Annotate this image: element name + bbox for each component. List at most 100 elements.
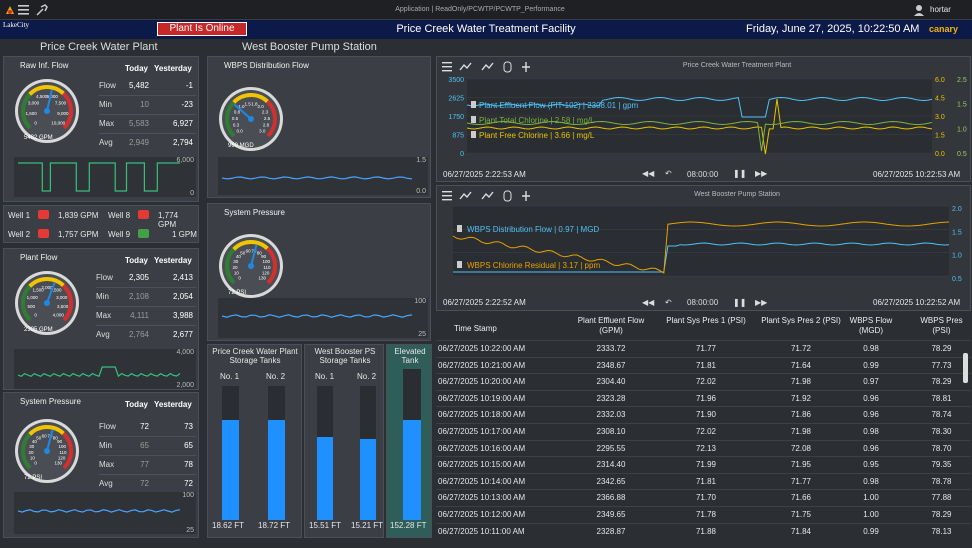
rewind-icon[interactable]: ◀◀	[642, 169, 655, 178]
trend-toolbar[interactable]	[442, 61, 542, 73]
table-row[interactable]: 06/27/2025 10:18:00 AM 2332.03 71.90 71.86 0…	[436, 406, 971, 423]
trend-chart-plant[interactable]: 3500 2625 1750 875 0 6.0 4.5 3.0 1.5 0.0 2.5 1.5 1.0…	[437, 75, 972, 165]
table-cell: 71.90	[695, 410, 717, 420]
table-row[interactable]: 06/27/2025 10:17:00 AM 2308.10 72.02 71.98 0…	[436, 423, 971, 440]
row-label-min: Min	[99, 441, 112, 450]
gauge-tick-label: 3.0	[259, 128, 266, 133]
table-cell: 1.00	[863, 493, 879, 503]
undo-icon[interactable]: ↶	[665, 298, 672, 307]
gauge-tick-label: 40	[32, 439, 38, 444]
sparkline-chart[interactable]: 4,000 2,000	[14, 349, 196, 389]
stat-yesterday: 2,677	[172, 330, 193, 339]
sparkline-chart[interactable]: 100 25	[218, 298, 428, 338]
table-header-cell[interactable]: Time Stamp	[454, 324, 497, 333]
gauge-value: 969 MGD	[228, 143, 254, 149]
menu-icon	[442, 62, 452, 72]
pause-icon[interactable]: ❚❚	[733, 298, 747, 307]
row-divider	[99, 95, 196, 96]
trend-toolbar[interactable]	[442, 190, 542, 202]
sparkline-chart[interactable]: 1.5 0.0	[218, 157, 428, 195]
table-row[interactable]: 06/27/2025 10:16:00 AM 2295.55 72.13 72.08 0…	[436, 439, 971, 457]
row-label-avg: Avg	[99, 138, 113, 147]
facility-title: Price Creek Water Treatment Facility	[396, 23, 576, 35]
table-row[interactable]: 06/27/2025 10:19:00 AM 2323.28 71.96 71.92 0…	[436, 389, 971, 407]
gauge-tick-label: 3,000	[56, 295, 68, 300]
table-cell: 71.99	[695, 460, 717, 470]
table-row[interactable]: 06/27/2025 10:14:00 AM 2342.65 71.81 71.77 0…	[436, 472, 971, 490]
table-row[interactable]: 06/27/2025 10:22:00 AM 2333.72 71.77 71.72 0…	[436, 340, 971, 357]
sparkline-chart[interactable]: 100 25	[14, 492, 196, 534]
gauge-tick-label: 1.8	[251, 101, 258, 106]
trend-duration[interactable]: 08:00:00	[687, 298, 719, 307]
well-label: Well 2	[8, 230, 31, 239]
table-cell: 2308.10	[596, 427, 626, 436]
gauge-tick-label: 0	[238, 275, 241, 280]
gauge-tick-label: 3,500	[57, 304, 69, 309]
plant-title: Plant Flow	[20, 253, 58, 262]
wbps-panel: WBPS Distribution FlowTodayYesterdayFlow…	[207, 56, 617, 198]
plant-panel: Plant Flow Today Yesterday Flow 2,305 2,413 Mi…	[3, 248, 199, 390]
table-row[interactable]: 06/27/2025 10:13:00 AM 2366.88 71.70 71.66 1…	[436, 489, 971, 506]
table-header-cell[interactable]: Plant Sys Pres 1 (PSI)	[666, 316, 746, 325]
gauge-needle	[233, 103, 252, 120]
gauge-tick-label: 120	[58, 456, 66, 461]
table-cell: 79.35	[931, 460, 952, 470]
app-logo-icon	[6, 6, 14, 14]
table-row[interactable]: 06/27/2025 10:21:00 AM 2348.67 71.81 71.64 0…	[436, 356, 971, 374]
axis-tick-right: 1.5	[935, 133, 945, 140]
trend-chart-wbps[interactable]: 2.0 1.5 1.0 0.5 WBPS Distribution Flow | 0.9…	[437, 204, 972, 294]
tank-name: No. 1	[315, 372, 335, 381]
well-label: Well 1	[8, 211, 31, 220]
table-row[interactable]: 06/27/2025 10:12:00 AM 2349.65 71.78 71.75 1…	[436, 506, 971, 523]
table-cell: 71.86	[790, 410, 812, 420]
stat-yesterday: 3,988	[172, 311, 193, 320]
gauge-tick-label: 100	[59, 444, 67, 449]
data-table: Time Stamp Plant Effluent Flow (GPM) Plant…	[436, 313, 971, 548]
well-value: 1,839 GPM	[58, 211, 99, 220]
table-header-cell[interactable]: Plant Sys Pres 2 (PSI)	[761, 316, 841, 325]
table-row[interactable]: 06/27/2025 10:20:00 AM 2304.40 72.02 71.98 0…	[436, 373, 971, 390]
pause-icon[interactable]: ❚❚	[733, 169, 747, 178]
rewind-icon[interactable]: ◀◀	[642, 298, 655, 307]
col-today: Today	[125, 400, 148, 409]
table-cell: 06/27/2025 10:16:00 AM	[438, 443, 526, 453]
username[interactable]: hortar	[930, 5, 951, 14]
trend-duration[interactable]: 08:00:00	[687, 170, 719, 179]
axis-tick-right: 3.0	[935, 114, 945, 121]
table-cell: 78.13	[931, 526, 952, 536]
menu-icon[interactable]	[18, 5, 30, 15]
forward-icon[interactable]: ▶▶	[755, 169, 768, 178]
table-header-cell[interactable]: WBPS Pres (PSI)	[920, 316, 963, 335]
sparkline-chart[interactable]: 6,000 0	[14, 157, 196, 197]
table-header-cell[interactable]: WBPS Flow (MGD)	[849, 316, 893, 335]
table-cell: 2349.65	[596, 510, 626, 519]
table-cell: 77.73	[931, 360, 952, 370]
row-label-min: Min	[96, 292, 109, 301]
gauge-tick-label: 7,500	[55, 100, 67, 105]
tank-name: No. 2	[357, 372, 377, 381]
table-header-cell[interactable]: Plant Effluent Flow (GPM)	[577, 316, 645, 335]
gauge-needle	[46, 282, 56, 304]
stat-today: 2,949	[128, 138, 149, 147]
user-icon[interactable]	[913, 4, 925, 16]
tools-icon[interactable]	[36, 4, 50, 16]
stat-yesterday: 72	[184, 479, 193, 488]
table-cell: 06/27/2025 10:15:00 AM	[438, 460, 526, 470]
legend-entry: WBPS Chlorine Residual | 3.17 | ppm	[467, 261, 600, 270]
table-row[interactable]: 06/27/2025 10:11:00 AM 2328.87 71.88 71.84 0…	[436, 522, 971, 540]
table-cell: 0.99	[863, 526, 879, 536]
gauge-needle	[46, 429, 54, 452]
table-cell: 71.98	[790, 377, 812, 387]
table-scrollbar[interactable]	[963, 353, 968, 383]
undo-icon[interactable]: ↶	[665, 169, 672, 178]
table-cell: 78.30	[931, 427, 952, 436]
table-cell: 2366.88	[596, 493, 626, 503]
gauge-tick-label: 50	[36, 435, 42, 440]
table-row[interactable]: 06/27/2025 10:15:00 AM 2314.40 71.99 71.95 0…	[436, 456, 971, 473]
gauge-tick-label: 1.5	[244, 101, 251, 106]
forward-icon[interactable]: ▶▶	[755, 298, 768, 307]
gauge-tick-label: 1,500	[32, 288, 44, 293]
table-cell: 71.72	[790, 344, 812, 353]
stat-today: 5,583	[128, 119, 149, 128]
stat-today: 72	[140, 422, 149, 431]
